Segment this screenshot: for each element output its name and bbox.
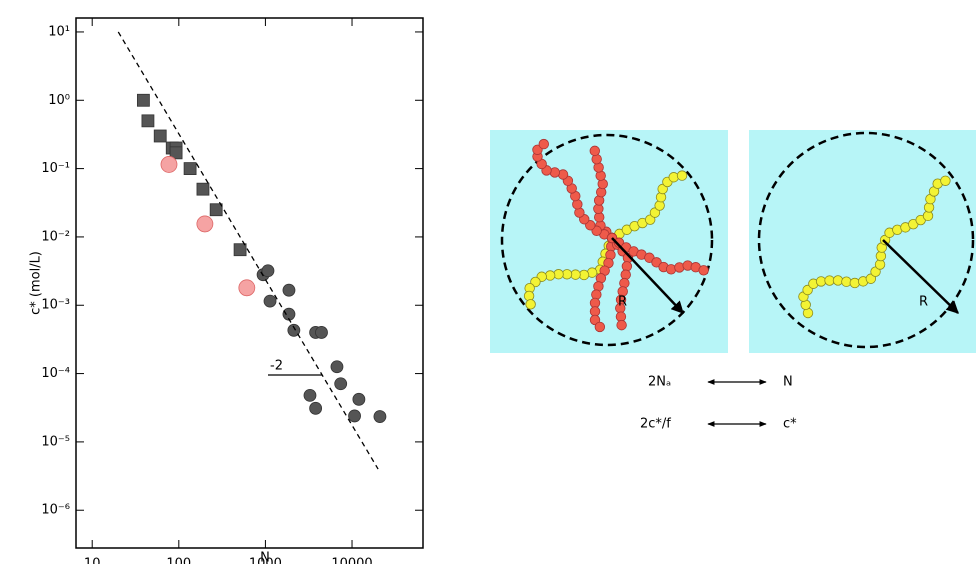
bead [657, 183, 668, 195]
square-point [169, 146, 183, 160]
y-tick-label: 10⁻⁴ [41, 366, 70, 381]
square-point [141, 114, 155, 128]
bead [676, 170, 688, 181]
bead [651, 257, 662, 268]
circle-point [238, 279, 256, 297]
bead [940, 175, 951, 186]
fit-line [117, 31, 379, 470]
star-boundary [500, 133, 714, 347]
bead [668, 172, 679, 183]
bead [589, 145, 600, 157]
mapping-from: 2c*/f [640, 417, 671, 432]
slope-annotation: -2 [270, 359, 283, 374]
square-point [153, 129, 167, 143]
x-tick-label: 100 [166, 557, 191, 564]
square-point [233, 243, 247, 257]
bead [613, 237, 625, 248]
circle-point [348, 409, 361, 423]
bead [620, 269, 631, 280]
y-tick-label: 10⁻⁶ [41, 503, 70, 518]
bead [865, 273, 877, 284]
circle-point [315, 326, 328, 339]
circle-point [303, 388, 317, 402]
mapping-from: 2Nₐ [648, 375, 671, 390]
bead [849, 277, 861, 289]
x-tick-label: 1000 [249, 557, 282, 564]
y-tick-label: 10⁻³ [41, 298, 70, 313]
bead [832, 275, 844, 286]
circle-point [334, 377, 348, 391]
square-point [183, 162, 197, 175]
circle-point [263, 294, 277, 308]
radius-label: R [618, 295, 627, 310]
circle-point [287, 323, 301, 337]
chains [523, 138, 951, 333]
panel-linear [749, 130, 976, 353]
circle-point [352, 392, 366, 406]
radius-arrow [611, 237, 684, 314]
bead [841, 276, 852, 287]
radius-arrow [882, 239, 959, 314]
circle-point [309, 401, 323, 415]
radius-label: R [919, 295, 928, 310]
bead [553, 269, 564, 280]
mapping-to: N [783, 375, 793, 390]
bead [619, 277, 630, 289]
bead [523, 290, 535, 302]
y-tick-label: 10¹ [48, 24, 70, 39]
square-point [209, 203, 223, 217]
diagram [490, 130, 976, 353]
plot-frame [75, 17, 424, 549]
x-tick-label: 10000 [331, 557, 372, 564]
x-axis-label: N [260, 551, 270, 564]
bead [525, 299, 536, 310]
y-axis-label: c* (mol/L) [29, 251, 44, 315]
circle-point [330, 360, 344, 374]
bead [594, 321, 606, 333]
linear-boundary [757, 131, 975, 349]
y-tick-label: 10⁻¹ [41, 161, 70, 176]
diagram-overlay: R R 2Nₐ N 2c*/f c* [611, 237, 959, 432]
bead [698, 265, 709, 276]
y-tick-label: 10⁰ [48, 93, 70, 108]
bead [649, 207, 661, 218]
bead [645, 214, 656, 225]
circle-point [196, 215, 214, 233]
circle-point [261, 264, 275, 278]
x-tick-label: 10 [84, 557, 101, 564]
circle-point [160, 156, 178, 173]
square-point [196, 182, 210, 196]
bead [544, 270, 556, 281]
bead [538, 138, 549, 150]
y-tick-label: 10⁻⁵ [41, 434, 70, 449]
square-point [136, 93, 150, 107]
y-tick-label: 10⁻² [41, 229, 70, 244]
circle-point [282, 283, 296, 297]
bead [616, 319, 627, 331]
mapping-to: c* [783, 417, 797, 432]
circle-point [373, 410, 387, 423]
